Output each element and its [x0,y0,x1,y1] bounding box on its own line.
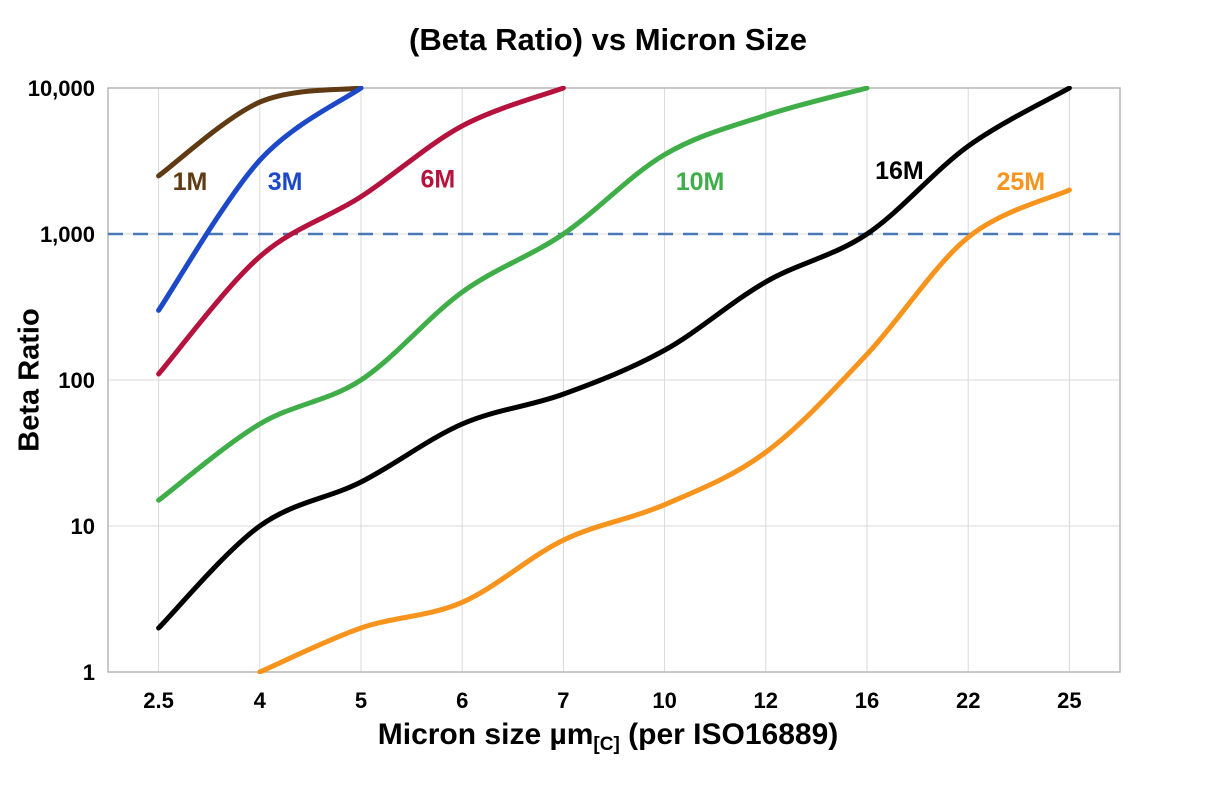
x-tick-label: 12 [754,688,778,713]
x-tick-label: 4 [254,688,267,713]
y-tick-label: 10 [71,514,95,539]
x-tick-label: 16 [855,688,879,713]
x-axis-title-suffix: (per ISO16889) [619,718,839,751]
x-axis-title-text: Micron size µm [377,718,594,751]
series-label-1M: 1M [173,168,208,196]
y-tick-label: 1,000 [40,222,95,247]
x-axis-title: Micron size µm[C] (per ISO16889) [0,718,1216,756]
y-tick-label: 100 [58,368,95,393]
x-tick-label: 10 [652,688,676,713]
series-line-1M [156,86,364,179]
y-tick-label: 10,000 [28,76,95,101]
y-tick-label: 1 [83,660,95,685]
series-line-10M [156,86,870,503]
series-line-25M [257,187,1072,674]
series-line-3M [156,86,364,313]
x-axis-title-subscript: [C] [593,734,620,755]
series-label-6M: 6M [421,165,456,193]
series-label-10M: 10M [676,168,725,196]
series-label-3M: 3M [268,168,303,196]
x-tick-label: 6 [456,688,468,713]
x-tick-label: 25 [1057,688,1081,713]
series-label-16M: 16M [875,157,924,185]
x-tick-label: 2.5 [143,688,174,713]
chart-title: (Beta Ratio) vs Micron Size [409,22,807,57]
x-tick-label: 5 [355,688,367,713]
x-tick-label: 22 [956,688,980,713]
series-label-25M: 25M [997,168,1046,196]
series-line-16M [156,86,1072,631]
series-line-6M [156,86,566,377]
x-tick-label: 7 [557,688,569,713]
plot-border [107,87,1121,673]
